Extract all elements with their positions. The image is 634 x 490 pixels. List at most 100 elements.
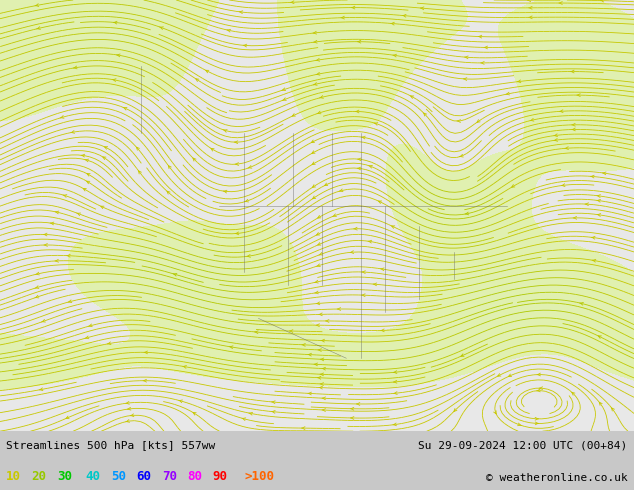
FancyArrowPatch shape <box>484 46 488 49</box>
FancyArrowPatch shape <box>289 330 293 332</box>
FancyArrowPatch shape <box>234 141 238 144</box>
FancyArrowPatch shape <box>319 386 323 389</box>
FancyArrowPatch shape <box>167 191 170 194</box>
FancyArrowPatch shape <box>403 14 406 17</box>
FancyArrowPatch shape <box>235 232 239 235</box>
FancyArrowPatch shape <box>572 392 575 395</box>
FancyArrowPatch shape <box>559 1 562 4</box>
FancyArrowPatch shape <box>107 342 111 344</box>
FancyArrowPatch shape <box>302 427 305 430</box>
FancyArrowPatch shape <box>87 173 90 176</box>
FancyArrowPatch shape <box>160 27 164 29</box>
FancyArrowPatch shape <box>530 119 534 121</box>
FancyArrowPatch shape <box>357 167 361 170</box>
FancyArrowPatch shape <box>87 181 90 184</box>
Text: 40: 40 <box>86 470 101 483</box>
FancyArrowPatch shape <box>193 158 196 161</box>
FancyArrowPatch shape <box>512 185 515 187</box>
Text: 60: 60 <box>136 470 152 483</box>
FancyArrowPatch shape <box>249 413 252 415</box>
FancyArrowPatch shape <box>139 171 141 174</box>
FancyArrowPatch shape <box>577 94 580 97</box>
FancyArrowPatch shape <box>316 302 320 305</box>
FancyArrowPatch shape <box>602 172 606 175</box>
FancyArrowPatch shape <box>391 22 394 25</box>
FancyArrowPatch shape <box>529 6 532 9</box>
FancyArrowPatch shape <box>313 196 316 199</box>
FancyArrowPatch shape <box>254 331 258 334</box>
FancyArrowPatch shape <box>572 128 575 131</box>
FancyArrowPatch shape <box>239 11 243 14</box>
FancyArrowPatch shape <box>223 190 227 193</box>
FancyArrowPatch shape <box>460 154 463 157</box>
FancyArrowPatch shape <box>193 413 196 415</box>
FancyArrowPatch shape <box>55 211 59 214</box>
FancyArrowPatch shape <box>36 272 39 275</box>
Text: 10: 10 <box>6 470 22 483</box>
FancyArrowPatch shape <box>517 423 521 426</box>
FancyArrowPatch shape <box>126 401 129 404</box>
FancyArrowPatch shape <box>44 244 48 246</box>
FancyArrowPatch shape <box>179 400 183 403</box>
FancyArrowPatch shape <box>597 195 600 197</box>
FancyArrowPatch shape <box>312 162 315 165</box>
FancyArrowPatch shape <box>361 136 365 139</box>
FancyArrowPatch shape <box>235 163 238 166</box>
FancyArrowPatch shape <box>248 166 252 168</box>
FancyArrowPatch shape <box>361 294 365 296</box>
FancyArrowPatch shape <box>535 417 539 420</box>
Text: 70: 70 <box>162 470 177 483</box>
FancyArrowPatch shape <box>316 232 320 235</box>
FancyArrowPatch shape <box>316 58 320 61</box>
FancyArrowPatch shape <box>37 26 41 29</box>
FancyArrowPatch shape <box>572 123 575 126</box>
FancyArrowPatch shape <box>465 56 468 59</box>
FancyArrowPatch shape <box>481 62 484 64</box>
FancyArrowPatch shape <box>66 416 69 418</box>
FancyArrowPatch shape <box>362 270 365 273</box>
FancyArrowPatch shape <box>393 380 397 383</box>
FancyArrowPatch shape <box>320 383 323 386</box>
FancyArrowPatch shape <box>35 286 39 289</box>
FancyArrowPatch shape <box>320 358 324 361</box>
FancyArrowPatch shape <box>478 35 482 38</box>
FancyArrowPatch shape <box>351 6 355 9</box>
Text: 30: 30 <box>57 470 72 483</box>
FancyArrowPatch shape <box>393 371 397 373</box>
FancyArrowPatch shape <box>313 83 317 85</box>
FancyArrowPatch shape <box>351 416 354 419</box>
FancyArrowPatch shape <box>590 175 594 178</box>
FancyArrowPatch shape <box>88 324 92 327</box>
FancyArrowPatch shape <box>368 240 372 243</box>
FancyArrowPatch shape <box>247 255 250 257</box>
FancyArrowPatch shape <box>127 407 131 410</box>
FancyArrowPatch shape <box>77 213 81 216</box>
Text: 50: 50 <box>111 470 126 483</box>
FancyArrowPatch shape <box>373 283 377 286</box>
FancyArrowPatch shape <box>325 183 328 186</box>
FancyArrowPatch shape <box>454 409 457 412</box>
FancyArrowPatch shape <box>463 78 467 80</box>
FancyArrowPatch shape <box>302 343 306 346</box>
FancyArrowPatch shape <box>498 373 501 376</box>
FancyArrowPatch shape <box>579 302 583 305</box>
FancyArrowPatch shape <box>281 88 285 91</box>
FancyArrowPatch shape <box>63 195 67 197</box>
FancyArrowPatch shape <box>312 151 315 153</box>
FancyArrowPatch shape <box>67 254 70 257</box>
FancyArrowPatch shape <box>206 70 209 73</box>
FancyArrowPatch shape <box>565 147 569 149</box>
FancyArrowPatch shape <box>173 273 177 276</box>
FancyArrowPatch shape <box>282 98 287 100</box>
Text: 80: 80 <box>187 470 202 483</box>
FancyArrowPatch shape <box>183 366 186 368</box>
FancyArrowPatch shape <box>130 414 134 416</box>
Text: 90: 90 <box>212 470 228 483</box>
FancyArrowPatch shape <box>411 96 414 98</box>
FancyArrowPatch shape <box>113 21 117 24</box>
FancyArrowPatch shape <box>339 189 343 192</box>
FancyArrowPatch shape <box>374 122 378 125</box>
FancyArrowPatch shape <box>337 308 340 310</box>
FancyArrowPatch shape <box>559 110 563 113</box>
FancyArrowPatch shape <box>393 54 396 57</box>
